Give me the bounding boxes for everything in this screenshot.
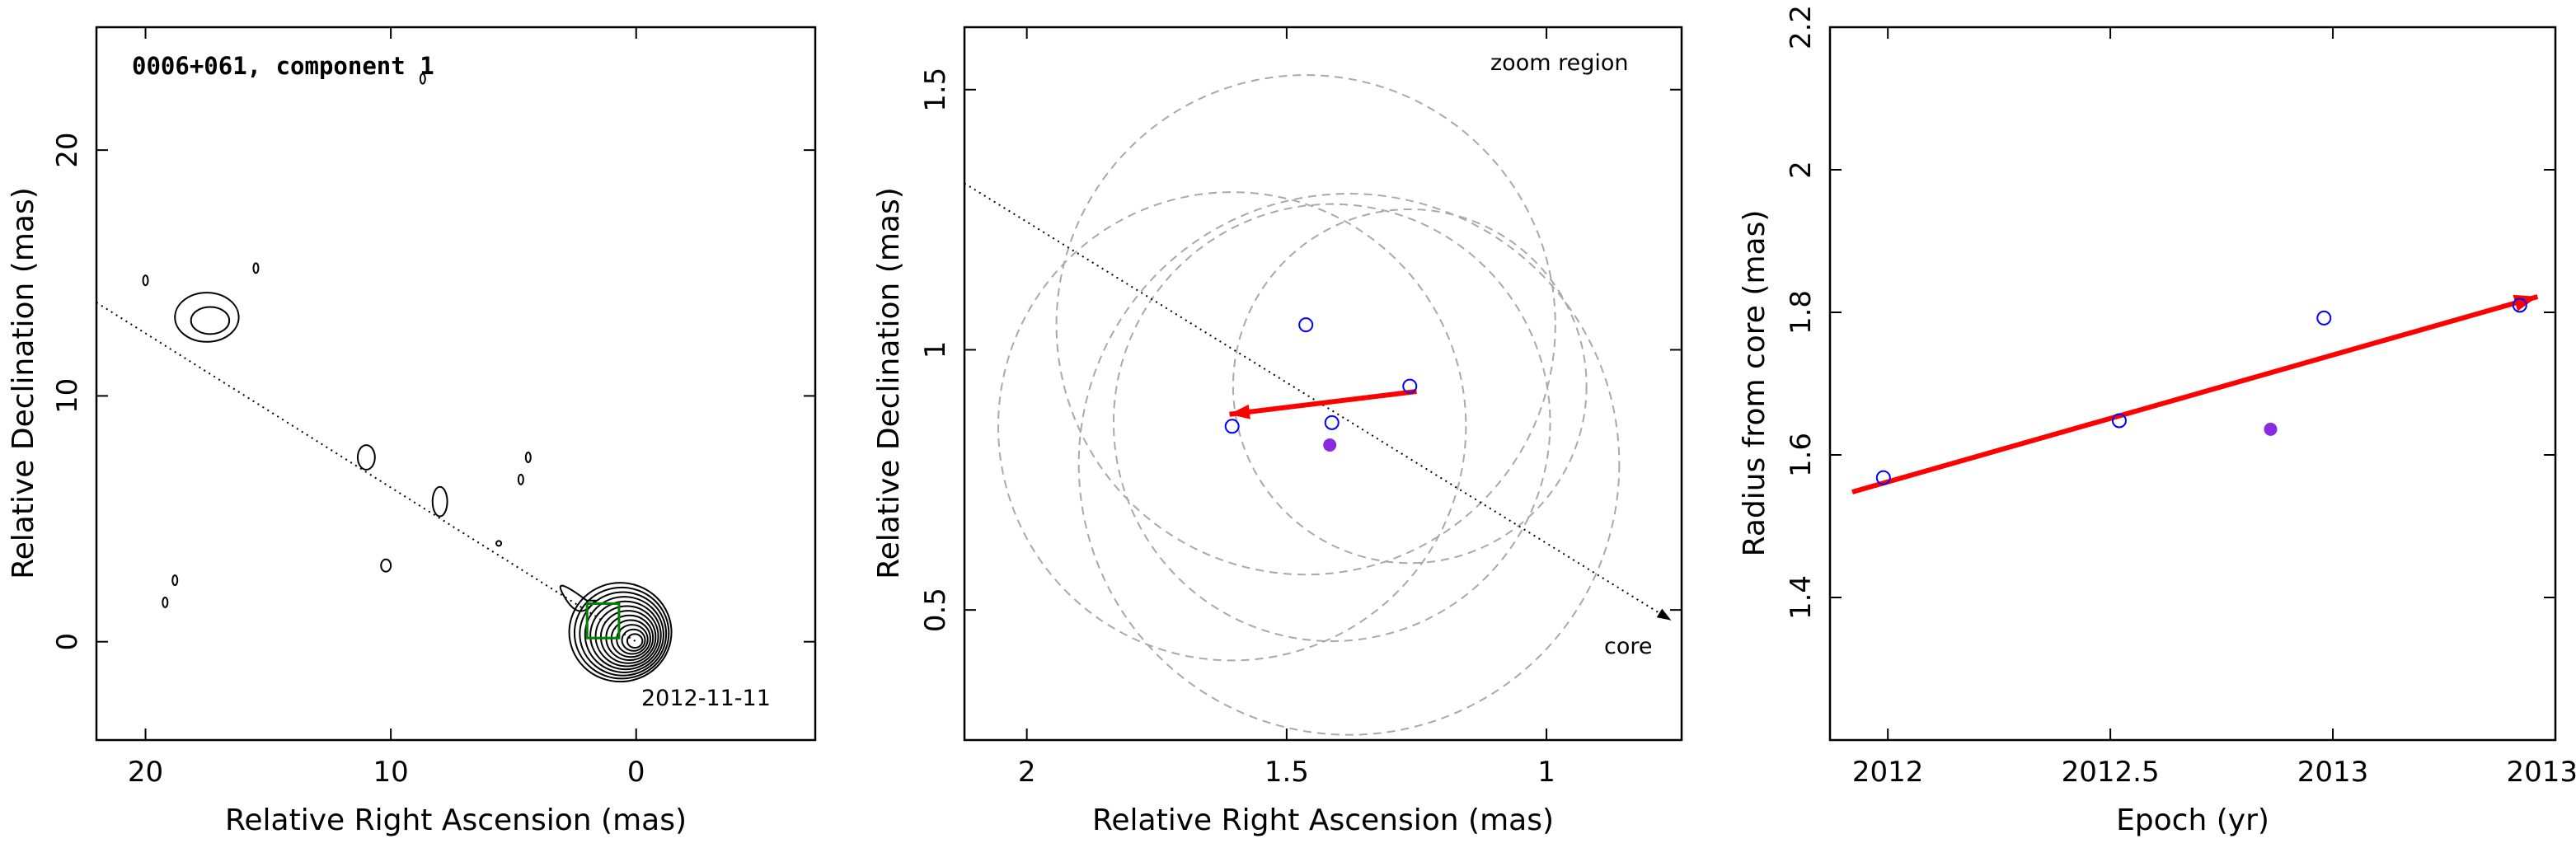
uncertainty-circle	[1232, 208, 1588, 565]
radius-vs-epoch-axes: 2012 2012.5 2013 2013.5 1.4 1.6 1.8 2 2.2	[1785, 5, 2576, 789]
radius-vs-epoch-x-tick-label: 2012	[1852, 756, 1924, 789]
uncertainty-circle	[1055, 74, 1556, 576]
contour-map-x-axis-title: Relative Right Ascension (mas)	[225, 803, 687, 837]
contour-map-x-tick-label: 10	[373, 756, 409, 789]
contour-feature	[524, 452, 532, 463]
radius-vs-epoch-x-tick-label: 2013	[2297, 756, 2369, 789]
core-contour	[573, 586, 670, 680]
radius-vs-epoch-x-axis-title: Epoch (yr)	[2116, 803, 2269, 837]
zoom-region-x-tick-label: 2	[1018, 756, 1036, 789]
core-contour	[584, 596, 664, 673]
uncertainty-circle	[1077, 193, 1621, 736]
core-label: core	[1604, 634, 1652, 659]
radius-point	[2111, 413, 2127, 429]
contour-map-y-tick-label: 10	[51, 378, 84, 414]
core-contour	[621, 628, 646, 652]
zoom-box	[585, 602, 621, 640]
contour-feature	[174, 292, 240, 343]
radius-vs-epoch-marks	[1851, 294, 2539, 494]
contour-feature	[431, 485, 448, 518]
contour-map-marks	[96, 73, 673, 683]
core-contour	[589, 600, 662, 671]
radius-vs-epoch-y-tick-label: 2	[1785, 161, 1818, 179]
contour-feature	[495, 540, 503, 547]
contour-feature-inner	[190, 306, 231, 335]
core-contour	[579, 591, 668, 677]
uncertainty-circle	[1112, 203, 1551, 643]
radius-vs-epoch-y-tick-label: 2.2	[1785, 5, 1818, 49]
contour-map-x-tick-label: 0	[627, 756, 645, 789]
contour-feature	[517, 473, 524, 485]
radius-vs-epoch-y-tick-label: 1.6	[1785, 433, 1818, 477]
core-contour	[616, 624, 649, 655]
contour-feature	[171, 574, 179, 587]
jet-axis-arrow-head	[1656, 608, 1672, 621]
zoom-region-label: zoom region	[1490, 50, 1628, 76]
contour-map-axes: 20 10 0 0 10 20	[51, 27, 815, 789]
zoom-region-y-tick-label: 1	[919, 341, 952, 359]
contour-map-y-axis-title: Relative Declination (mas)	[7, 187, 40, 579]
epoch-date-label: 2012-11-11	[641, 686, 771, 711]
zoom-region-axes: 2 1.5 1 0.5 1 1.5	[919, 27, 1682, 789]
contour-map-y-tick-label: 0	[51, 633, 84, 651]
contour-map-x-tick-label: 20	[128, 756, 163, 789]
motion-vector-arrow	[1229, 388, 1417, 417]
contour-feature	[252, 262, 260, 274]
core-contour	[594, 605, 659, 668]
contour-feature	[356, 444, 376, 471]
zoom-region-y-tick-label: 0.5	[919, 588, 952, 632]
core-contour	[626, 633, 644, 649]
contour-map-title: 0006+061, component 1	[132, 52, 434, 80]
component-position-point	[1224, 419, 1240, 434]
core-extension-contour	[559, 584, 597, 612]
contour-feature	[142, 274, 149, 287]
radius-vs-epoch-frame	[1828, 26, 2557, 742]
jet-axis-line	[96, 302, 637, 643]
motion-vector-arrow-head	[1229, 404, 1250, 419]
zoom-region-y-axis-title: Relative Declination (mas)	[872, 187, 906, 579]
component-position-point	[1298, 317, 1314, 333]
current-epoch-radius-point	[2264, 422, 2278, 436]
zoom-region-marks	[964, 74, 1672, 736]
radial-fit-arrow	[1851, 294, 2539, 494]
zoom-region-x-axis-title: Relative Right Ascension (mas)	[1092, 803, 1554, 837]
panel-radius-vs-epoch: 2012 2012.5 2013 2013.5 1.4 1.6 1.8 2 2.2 Epoch …	[1738, 5, 2576, 837]
zoom-region-x-tick-label: 1.5	[1265, 756, 1309, 789]
radius-point	[1875, 470, 1891, 485]
radius-vs-epoch-y-tick-label: 1.4	[1785, 575, 1818, 620]
panel-zoom-region: 2 1.5 1 0.5 1 1.5 zoom region core Relative R…	[872, 26, 1683, 837]
panel-contour-map: 20 10 0 0 10 20 0006+061, component 1 2012-11…	[7, 26, 817, 837]
core-contour	[568, 582, 673, 683]
contour-map-y-tick-label: 20	[51, 133, 84, 168]
contour-map-frame	[95, 26, 817, 742]
contour-feature	[380, 558, 392, 573]
radius-vs-epoch-y-axis-title: Radius from core (mas)	[1738, 210, 1771, 557]
radius-vs-epoch-x-tick-label: 2013.5	[2507, 756, 2576, 789]
component-position-point	[1402, 378, 1418, 394]
current-epoch-point	[1323, 438, 1337, 452]
uncertainty-circle	[997, 191, 1467, 662]
contour-feature	[419, 73, 426, 85]
zoom-region-x-tick-label: 1	[1537, 756, 1555, 789]
contour-feature	[162, 597, 169, 608]
radius-point	[2512, 298, 2527, 313]
zoom-region-frame	[963, 26, 1683, 742]
component-position-point	[1324, 415, 1340, 430]
zoom-region-y-tick-label: 1.5	[919, 68, 952, 112]
radius-vs-epoch-x-tick-label: 2012.5	[2062, 756, 2160, 789]
radius-point	[2316, 310, 2332, 326]
radius-vs-epoch-y-tick-label: 1.8	[1785, 290, 1818, 335]
